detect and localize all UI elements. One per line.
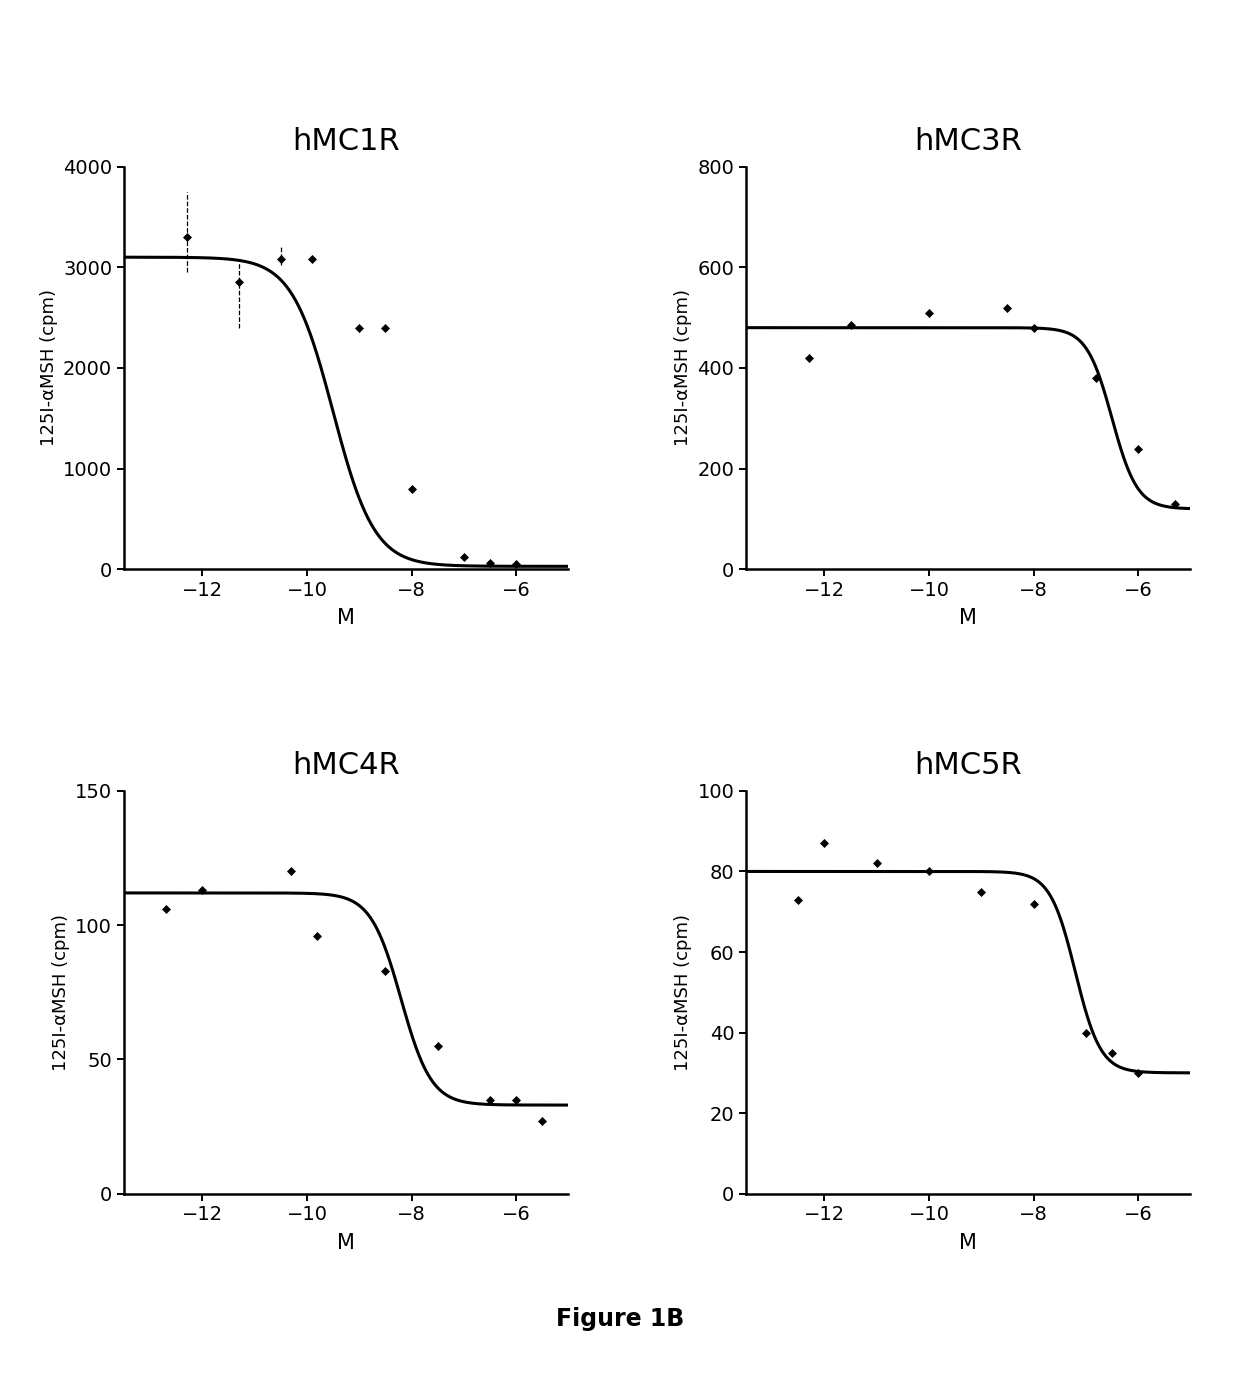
- Text: Figure 1B: Figure 1B: [556, 1306, 684, 1331]
- Y-axis label: 125I-αMSH (cpm): 125I-αMSH (cpm): [673, 290, 692, 447]
- Title: hMC4R: hMC4R: [293, 751, 401, 780]
- X-axis label: M: M: [960, 608, 977, 629]
- Y-axis label: 125I-αMSH (cpm): 125I-αMSH (cpm): [40, 290, 57, 447]
- X-axis label: M: M: [337, 608, 355, 629]
- Y-axis label: 125I-αMSH (cpm): 125I-αMSH (cpm): [52, 913, 69, 1070]
- Title: hMC3R: hMC3R: [914, 126, 1022, 155]
- Title: hMC1R: hMC1R: [293, 126, 401, 155]
- X-axis label: M: M: [960, 1233, 977, 1253]
- Title: hMC5R: hMC5R: [914, 751, 1022, 780]
- X-axis label: M: M: [337, 1233, 355, 1253]
- Y-axis label: 125I-αMSH (cpm): 125I-αMSH (cpm): [673, 913, 692, 1070]
